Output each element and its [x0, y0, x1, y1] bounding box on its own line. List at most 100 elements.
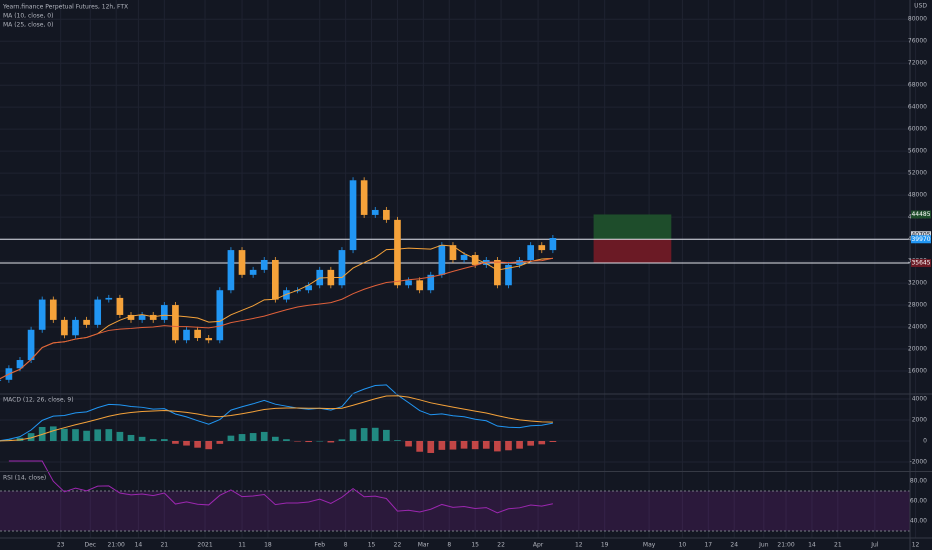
- macd-label: MACD (12, 26, close, 9): [3, 397, 74, 404]
- x-tick-label: May: [643, 542, 656, 549]
- x-tick-label: 2021: [197, 542, 212, 549]
- macd-histogram: [305, 440, 312, 443]
- rsi-tick-label: 60.00: [910, 498, 927, 505]
- x-tick-label: 8: [447, 542, 451, 549]
- candle: [49, 299, 57, 320]
- candle: [272, 259, 279, 300]
- y-tick-label: 28000: [908, 302, 927, 309]
- macd-histogram: [227, 435, 235, 441]
- x-tick-label: 22: [394, 542, 402, 549]
- candle: [538, 245, 546, 251]
- x-tick-label: Jul: [870, 542, 879, 549]
- macd-histogram: [538, 440, 546, 445]
- x-tick-label: 19: [601, 542, 609, 549]
- macd-histogram: [183, 440, 190, 446]
- macd-histogram: [138, 436, 146, 441]
- candle: [183, 329, 190, 341]
- x-tick-label: Dec: [84, 542, 96, 549]
- candle: [227, 250, 235, 291]
- x-tick-label: Jun: [758, 542, 769, 549]
- candle: [338, 250, 346, 286]
- y-tick-label: 80000: [908, 16, 927, 23]
- candle: [94, 299, 102, 325]
- macd-histogram: [283, 439, 290, 441]
- currency: USD: [914, 3, 927, 10]
- price-tag: [911, 259, 931, 268]
- macd-histogram: [205, 440, 213, 450]
- candle: [83, 319, 90, 325]
- rsi-band: [0, 491, 910, 531]
- macd-histogram: [260, 431, 268, 441]
- macd-histogram: [482, 440, 490, 449]
- target-zone: [593, 214, 672, 240]
- macd-histogram: [294, 440, 301, 442]
- price-tag-label: 40705: [911, 232, 930, 239]
- macd-histogram: [394, 440, 401, 441]
- grid: [0, 0, 917, 538]
- x-tick-label: 15: [368, 542, 376, 549]
- macd-histogram: [349, 429, 357, 441]
- y-tick-label: 48000: [908, 192, 927, 199]
- x-tick-label: 10: [679, 542, 687, 549]
- candle: [260, 259, 268, 270]
- macd-histogram: [427, 440, 435, 453]
- x-tick-label: 14: [808, 542, 816, 549]
- signal-line: [0, 395, 553, 442]
- macd-histogram: [127, 434, 135, 441]
- y-tick-label: 64000: [908, 104, 927, 111]
- rsi-tick-label: 80.00: [910, 478, 927, 485]
- macd-histogram: [94, 429, 102, 441]
- macd-histogram: [416, 440, 423, 452]
- macd-histogram: [61, 428, 68, 441]
- candle: [371, 209, 379, 215]
- macd-histogram: [405, 440, 412, 447]
- candle: [527, 245, 535, 260]
- candle: [283, 290, 290, 300]
- macd-histogram: [505, 440, 512, 451]
- x-tick-label: 24: [730, 542, 738, 549]
- candle: [494, 259, 501, 286]
- candle: [160, 305, 168, 320]
- x-tick-label: 22: [497, 542, 505, 549]
- macd-tick-label: 0: [923, 437, 927, 444]
- candle: [38, 299, 46, 330]
- candle: [238, 250, 246, 275]
- candle: [205, 338, 213, 341]
- x-tick-label: 8: [344, 542, 348, 549]
- candle: [438, 245, 446, 275]
- macd-line: [0, 384, 553, 442]
- candle: [194, 329, 201, 339]
- macd-histogram: [460, 440, 468, 449]
- macd-histogram: [327, 440, 335, 443]
- candle: [349, 180, 357, 251]
- rsi-tick-label: 40.00: [910, 518, 927, 525]
- x-tick-label: 15: [471, 542, 479, 549]
- legend-ma: MA (10, close, 0): [3, 13, 53, 20]
- x-tick-label: Mar: [418, 542, 430, 549]
- candle: [416, 280, 423, 291]
- macd-histogram: [371, 427, 379, 441]
- moving-average: [0, 257, 553, 380]
- x-tick-label: Apr: [533, 542, 544, 549]
- candle: [72, 319, 79, 336]
- y-tick-label: 16000: [908, 368, 927, 375]
- candle: [505, 264, 512, 286]
- stop-zone: [593, 239, 672, 264]
- macd-tick-label: -2000: [910, 458, 928, 465]
- x-tick-label: 12: [912, 542, 920, 549]
- y-tick-label: 68000: [908, 82, 927, 89]
- price-tag-label: 35645: [911, 260, 930, 267]
- x-tick-label: 14: [135, 542, 143, 549]
- macd-histogram: [272, 436, 279, 441]
- macd-histogram: [160, 439, 168, 441]
- candle: [305, 285, 312, 291]
- x-tick-label: 11: [238, 542, 246, 549]
- macd-histogram: [83, 430, 90, 441]
- x-tick-label: 21:00: [108, 542, 125, 549]
- x-tick-label: 17: [704, 542, 712, 549]
- macd-histogram: [338, 439, 346, 441]
- rsi-label: RSI (14, close): [3, 475, 46, 482]
- candle: [427, 274, 435, 291]
